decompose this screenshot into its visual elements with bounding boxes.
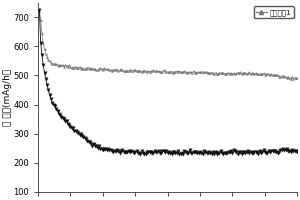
Legend: 锂硫电池1: 锂硫电池1 [254,6,294,18]
Y-axis label: 比 容量(mAg/h）: 比 容量(mAg/h） [3,69,12,126]
